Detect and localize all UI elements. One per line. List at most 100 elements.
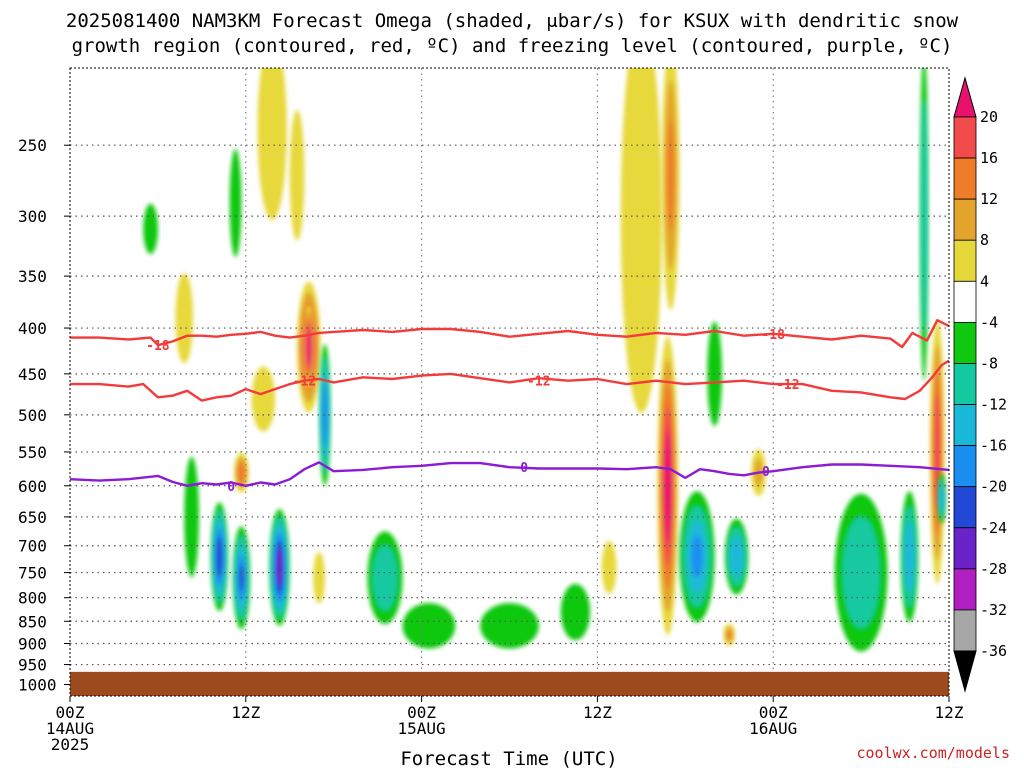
x-tick-label: 00Z bbox=[759, 703, 788, 722]
colorbar-label: 12 bbox=[980, 190, 998, 208]
y-tick-label: 400 bbox=[18, 319, 47, 338]
omega-shading-layer bbox=[143, 68, 947, 652]
omega-blob bbox=[560, 583, 591, 641]
grid-lines bbox=[70, 68, 949, 696]
ground-terrain bbox=[70, 671, 949, 696]
omega-blob-ring bbox=[306, 333, 311, 361]
colorbar-top-arrow bbox=[953, 76, 977, 118]
omega-blob bbox=[232, 526, 251, 630]
omega-blob bbox=[480, 603, 539, 649]
omega-blob-ring bbox=[691, 535, 703, 578]
omega-blob-ring bbox=[239, 564, 244, 592]
colorbar-label: 20 bbox=[980, 108, 998, 126]
y-tick-label: 950 bbox=[18, 656, 47, 675]
colorbar-swatch bbox=[953, 239, 977, 282]
omega-blob bbox=[257, 68, 287, 221]
temperature-contours: -18 -18 -12 -12 -12 0 0 0 bbox=[70, 319, 949, 495]
omega-blob bbox=[657, 336, 678, 636]
colorbar-label: -32 bbox=[980, 601, 1007, 619]
x-tick-label: 00Z bbox=[56, 703, 85, 722]
plot-frame bbox=[69, 67, 950, 697]
colorbar-swatch bbox=[953, 363, 977, 405]
omega-blob-ring bbox=[372, 545, 398, 611]
x-tick-label: 2025 bbox=[51, 735, 90, 754]
omega-blob bbox=[937, 473, 947, 524]
colorbar-legend: 20 16 12 8 4 -4 -8 -12 -16 -20 -24 -28 -32 -36 bbox=[953, 76, 1007, 693]
contour-line bbox=[70, 319, 949, 349]
omega-blob bbox=[289, 109, 305, 241]
x-tick-label: 12Z bbox=[935, 703, 964, 722]
y-tick-label: 750 bbox=[18, 564, 47, 583]
contour-label: -12 bbox=[293, 375, 316, 390]
omega-blob bbox=[900, 491, 919, 623]
omega-blob-ring bbox=[939, 484, 945, 513]
colorbar-swatch bbox=[953, 527, 977, 570]
colorbar-label: 8 bbox=[980, 231, 989, 249]
colorbar-label: -8 bbox=[980, 354, 998, 372]
x-tick-label: 16AUG bbox=[749, 719, 797, 738]
omega-blob bbox=[210, 502, 229, 612]
y-tick-label: 300 bbox=[18, 207, 47, 226]
omega-blob bbox=[601, 541, 617, 594]
y-tick-label: 700 bbox=[18, 537, 47, 556]
x-tick-label: 15AUG bbox=[398, 719, 446, 738]
colorbar-label: -4 bbox=[980, 313, 998, 331]
contour-line bbox=[70, 461, 949, 487]
omega-blob-ring bbox=[313, 552, 325, 604]
omega-blob bbox=[929, 319, 945, 585]
omega-blob-ring bbox=[480, 603, 539, 649]
omega-blob-ring bbox=[257, 68, 287, 221]
credit-text: coolwx.com/models bbox=[856, 744, 1010, 762]
contour-label: 0 bbox=[762, 465, 770, 480]
omega-blob-ring bbox=[730, 536, 743, 578]
y-tick-label: 650 bbox=[18, 508, 47, 527]
omega-blob-ring bbox=[665, 453, 670, 519]
y-tick-label: 450 bbox=[18, 365, 47, 384]
omega-blob bbox=[724, 518, 749, 595]
contour-line bbox=[70, 359, 949, 402]
x-tick-label: 12Z bbox=[231, 703, 260, 722]
contour-label: -18 bbox=[761, 328, 785, 343]
colorbar-bottom-arrow bbox=[953, 650, 977, 693]
omega-blob-ring bbox=[842, 516, 880, 629]
omega-blob-ring bbox=[229, 148, 242, 257]
y-tick-label: 500 bbox=[18, 406, 47, 425]
omega-blob bbox=[251, 366, 276, 432]
omega-blob-ring bbox=[601, 541, 617, 594]
colorbar-swatch bbox=[953, 486, 977, 529]
omega-blob-ring bbox=[143, 203, 158, 255]
omega-blob bbox=[313, 552, 325, 604]
y-tick-label: 600 bbox=[18, 477, 47, 496]
y-tick-label: 900 bbox=[18, 635, 47, 654]
omega-blob-ring bbox=[726, 630, 732, 640]
y-tick-label: 850 bbox=[18, 612, 47, 631]
colorbar-swatch bbox=[953, 116, 977, 159]
colorbar-label: -24 bbox=[980, 519, 1007, 537]
contour-label: -12 bbox=[527, 375, 550, 390]
colorbar-swatch bbox=[953, 198, 977, 241]
x-tick-label: 12Z bbox=[583, 703, 612, 722]
colorbar-swatch bbox=[953, 568, 977, 611]
omega-blob bbox=[661, 68, 680, 310]
omega-blob-ring bbox=[289, 109, 305, 241]
colorbar-swatch bbox=[953, 321, 977, 364]
omega-blob bbox=[834, 493, 888, 652]
y-tick-label: 550 bbox=[18, 443, 47, 462]
y-axis-ticks: 250 300 350 400 450 500 550 600 650 700 750 800 850 9… bbox=[18, 136, 70, 695]
omega-blob bbox=[723, 623, 736, 646]
x-axis-title: Forecast Time (UTC) bbox=[400, 748, 617, 768]
omega-blob-ring bbox=[276, 548, 283, 587]
y-tick-label: 350 bbox=[18, 267, 47, 286]
omega-blob bbox=[620, 68, 662, 413]
omega-blob-ring bbox=[402, 603, 456, 649]
omega-blob-ring bbox=[216, 536, 223, 578]
omega-blob bbox=[229, 148, 242, 257]
omega-blob bbox=[269, 509, 290, 626]
chart-title-line-2: growth region (contoured, red, ºC) and f… bbox=[72, 35, 953, 57]
omega-blob-ring bbox=[560, 583, 591, 641]
colorbar-label: -28 bbox=[980, 560, 1007, 578]
colorbar-swatch bbox=[953, 280, 977, 323]
y-tick-label: 800 bbox=[18, 589, 47, 608]
